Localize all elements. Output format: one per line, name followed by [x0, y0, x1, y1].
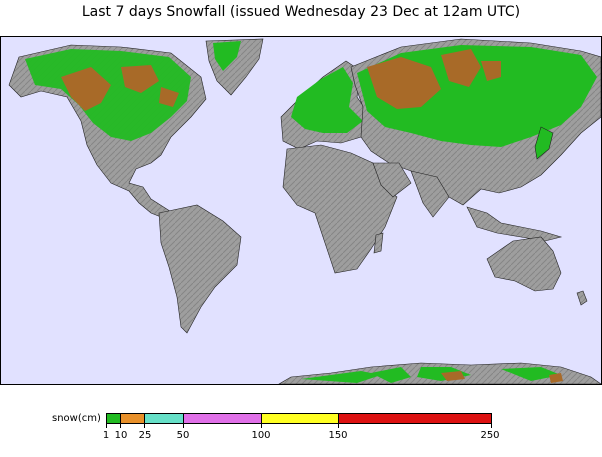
tick-label-10: 10: [114, 430, 128, 441]
arabia: [372, 162, 412, 198]
snowfall-legend: [106, 413, 492, 424]
antarctica-snow: [301, 367, 561, 383]
legend-label: snow(cm): [52, 413, 101, 424]
legend-seg-1-10: [107, 414, 121, 423]
legend-seg-25-50: [145, 414, 184, 423]
australia: [486, 236, 562, 292]
japan: [534, 126, 554, 160]
india: [410, 170, 450, 218]
greenland-snow: [213, 41, 241, 71]
legend-seg-100-150: [262, 414, 339, 423]
legend-seg-150-250: [339, 414, 491, 423]
tick-label-150: 150: [328, 430, 348, 441]
tickmark-250: [491, 424, 492, 428]
tickmark-150: [338, 424, 339, 428]
legend-seg-10-25: [121, 414, 145, 423]
se-asia-islands: [466, 206, 563, 242]
new-zealand: [576, 290, 588, 306]
tickmark-50: [183, 424, 184, 428]
tickmark-25: [144, 424, 145, 428]
tick-label-100: 100: [251, 430, 271, 441]
tickmark-100: [261, 424, 262, 428]
legend-seg-50-100: [184, 414, 262, 423]
antarctica-heavy: [441, 371, 563, 383]
south-america: [158, 204, 242, 334]
map-title: Last 7 days Snowfall (issued Wednesday 2…: [81, 4, 521, 20]
tick-label-1: 1: [102, 430, 110, 441]
world-snowfall-map: [0, 36, 602, 385]
na-snow-heavy: [61, 65, 179, 111]
tickmark-10: [120, 424, 121, 428]
tickmark-1: [106, 424, 107, 428]
tick-label-250: 250: [480, 430, 500, 441]
africa: [282, 144, 398, 274]
tick-label-25: 25: [138, 430, 152, 441]
madagascar: [373, 232, 384, 254]
asia-snow-heavy: [367, 49, 501, 109]
tick-label-50: 50: [176, 430, 190, 441]
europe-snow: [291, 67, 363, 133]
world-map-graphic: [8, 38, 601, 384]
